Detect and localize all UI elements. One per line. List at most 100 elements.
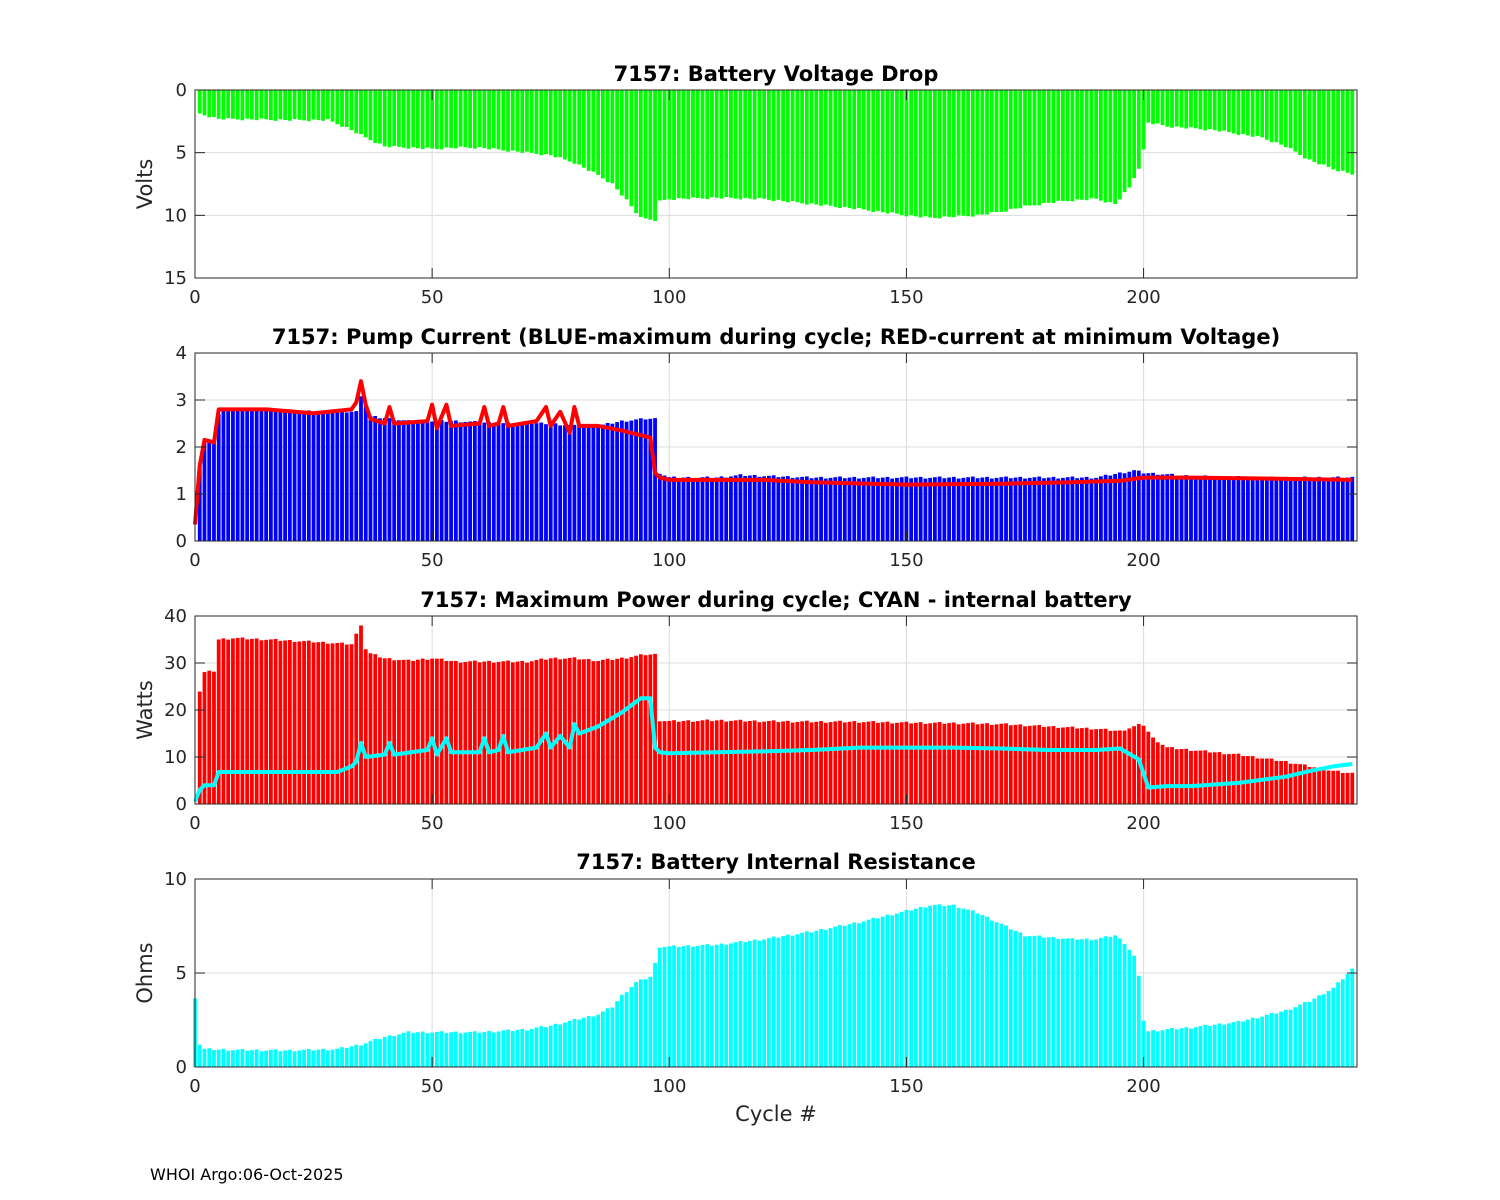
bar: [515, 423, 520, 541]
bar: [548, 423, 553, 541]
bar: [743, 721, 748, 804]
bar: [1208, 752, 1212, 804]
bar: [1084, 90, 1089, 201]
bar: [947, 905, 952, 1067]
bar: [1160, 744, 1165, 804]
bar: [1151, 90, 1155, 125]
bar: [781, 90, 786, 202]
bar: [1155, 474, 1160, 541]
bar: [847, 924, 852, 1067]
bar: [857, 923, 861, 1067]
x-tick-label: 100: [652, 1076, 686, 1097]
bar: [624, 421, 629, 541]
bar: [1193, 1027, 1198, 1067]
bar: [833, 721, 838, 804]
bar: [899, 722, 904, 804]
bar: [534, 423, 539, 541]
bar: [1184, 90, 1189, 129]
bar: [1146, 1031, 1151, 1067]
bar: [1274, 478, 1279, 541]
bar: [1075, 90, 1080, 200]
bar: [757, 722, 762, 804]
bar: [354, 1044, 359, 1067]
bar: [235, 637, 240, 804]
bar: [676, 90, 681, 199]
bar: [918, 476, 923, 541]
bar: [743, 942, 748, 1067]
bar: [615, 422, 620, 541]
bar: [781, 721, 786, 804]
bar: [648, 90, 653, 220]
bar: [700, 90, 705, 199]
bar: [700, 720, 705, 804]
bar: [373, 90, 378, 144]
bar: [790, 90, 795, 202]
bar: [349, 90, 354, 131]
bar: [401, 420, 406, 541]
bar: [283, 1050, 288, 1067]
bar: [1084, 476, 1089, 541]
bar: [520, 1029, 525, 1067]
bar: [1260, 1016, 1265, 1067]
panel-resistance: 7157: Battery Internal Resistance Ohms C…: [133, 850, 1358, 1126]
bar: [1113, 90, 1118, 205]
bar: [202, 90, 207, 116]
bar: [207, 670, 212, 804]
bar: [804, 720, 809, 804]
bar: [1023, 478, 1027, 541]
bars-resistance: [193, 904, 1355, 1067]
bar: [672, 945, 676, 1067]
bar: [1051, 726, 1056, 804]
y-tick-label: 10: [164, 747, 187, 768]
bar: [1117, 472, 1122, 541]
bar: [1307, 90, 1312, 160]
bar: [1174, 749, 1179, 804]
bar: [1108, 937, 1113, 1067]
bar: [833, 926, 838, 1067]
x-tick-label: 0: [189, 1076, 200, 1097]
bar: [847, 721, 852, 804]
bar: [743, 476, 748, 541]
bar: [1250, 1017, 1255, 1067]
bar: [738, 90, 743, 200]
bar: [1042, 90, 1046, 203]
bar: [1193, 90, 1198, 129]
bar: [306, 410, 311, 541]
x-tick-label: 100: [652, 550, 686, 571]
bar: [951, 90, 956, 218]
bar: [1023, 936, 1027, 1067]
bar: [1075, 728, 1080, 804]
bar: [359, 625, 363, 804]
series-line: [193, 696, 1353, 803]
bar: [785, 90, 790, 203]
bar: [1108, 475, 1113, 541]
x-tick-label: 50: [421, 1076, 444, 1097]
bar: [197, 1044, 202, 1067]
bar: [250, 90, 254, 120]
bar: [544, 90, 548, 154]
bar: [259, 90, 264, 119]
bar: [1127, 471, 1132, 541]
x-ticks-pump: 0 50 100 150 200: [189, 353, 1161, 571]
bar: [600, 1011, 605, 1067]
bar: [914, 90, 918, 217]
bar: [994, 477, 999, 541]
bar: [250, 409, 254, 541]
bar: [1227, 477, 1231, 541]
bar: [828, 90, 833, 206]
bar: [643, 419, 648, 541]
bar: [591, 661, 596, 804]
bar: [1132, 955, 1136, 1067]
bar: [852, 922, 857, 1067]
bar: [842, 90, 847, 207]
y-tick-label: 20: [164, 700, 187, 721]
bar: [510, 424, 515, 541]
bar: [600, 424, 605, 541]
bar: [914, 722, 918, 804]
bar: [1056, 478, 1061, 541]
bar: [563, 658, 567, 804]
x-tick-label: 0: [189, 287, 200, 308]
bar: [1165, 1029, 1170, 1067]
bars-voltage: [197, 90, 1355, 222]
bar: [491, 1032, 496, 1067]
